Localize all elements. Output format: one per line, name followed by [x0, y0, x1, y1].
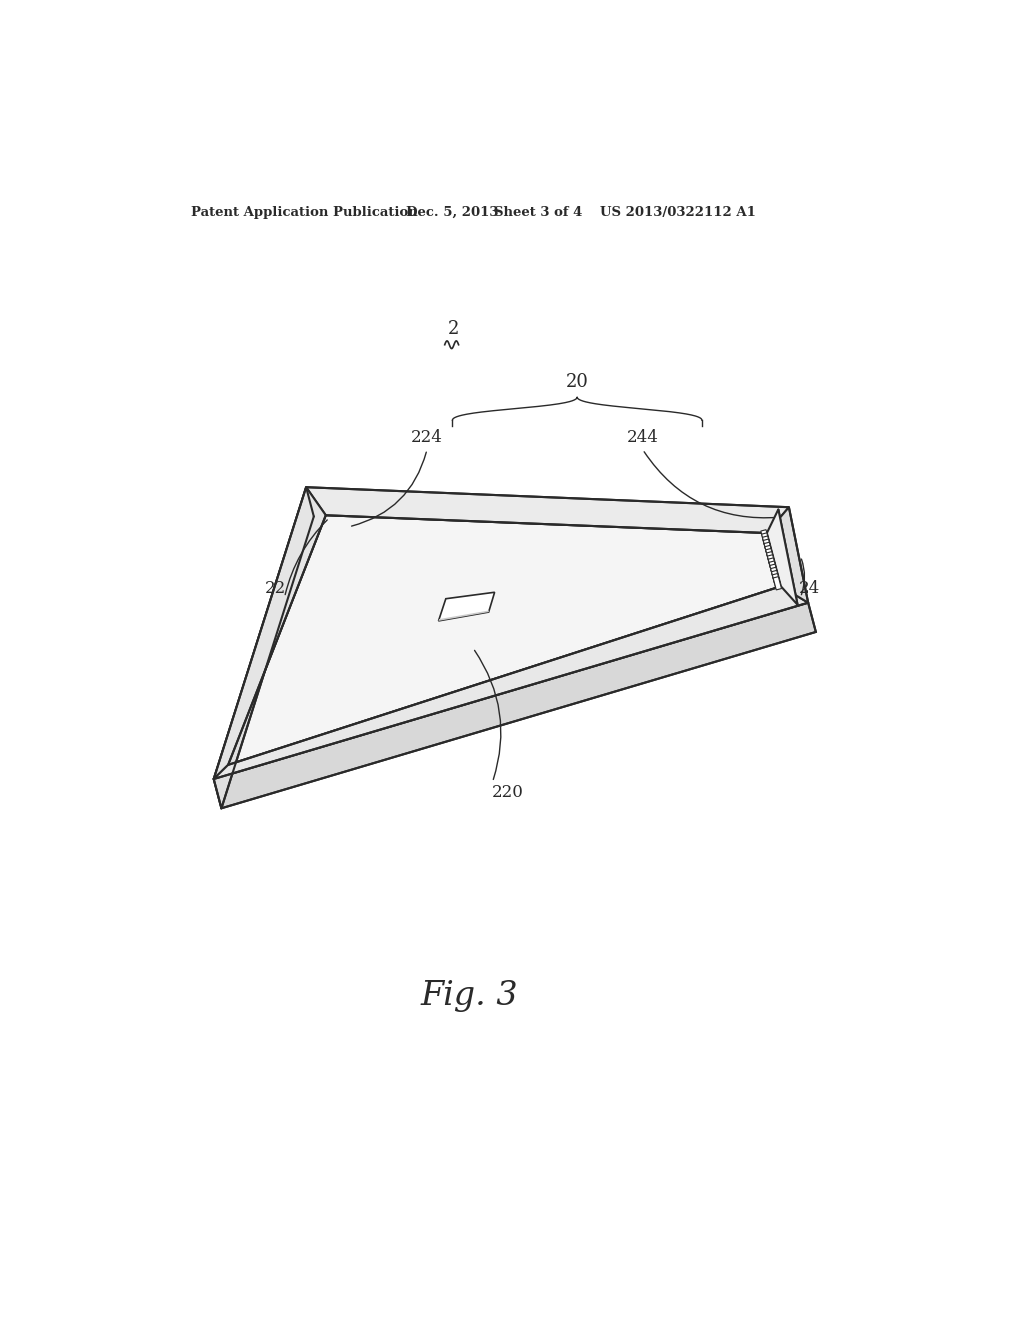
Polygon shape: [765, 545, 773, 558]
Polygon shape: [764, 543, 772, 556]
Polygon shape: [228, 515, 781, 764]
Polygon shape: [767, 507, 808, 603]
Polygon shape: [306, 487, 788, 533]
Text: 244: 244: [627, 429, 658, 446]
Text: Dec. 5, 2013: Dec. 5, 2013: [407, 206, 499, 219]
Text: Sheet 3 of 4: Sheet 3 of 4: [494, 206, 583, 219]
Polygon shape: [762, 533, 770, 546]
Polygon shape: [214, 603, 816, 808]
Polygon shape: [770, 564, 778, 577]
Text: 22: 22: [264, 579, 286, 597]
Polygon shape: [767, 554, 776, 568]
Text: US 2013/0322112 A1: US 2013/0322112 A1: [600, 206, 756, 219]
Polygon shape: [771, 568, 779, 581]
Polygon shape: [768, 558, 776, 572]
Polygon shape: [214, 487, 313, 808]
Polygon shape: [763, 536, 771, 549]
Polygon shape: [438, 593, 495, 620]
Text: Patent Application Publication: Patent Application Publication: [190, 206, 418, 219]
Text: 2: 2: [449, 321, 460, 338]
Polygon shape: [438, 610, 489, 620]
Polygon shape: [214, 487, 326, 779]
Polygon shape: [767, 510, 798, 605]
Text: 220: 220: [492, 784, 524, 801]
Polygon shape: [771, 570, 780, 583]
Text: 224: 224: [411, 429, 443, 446]
Polygon shape: [214, 586, 808, 779]
Polygon shape: [769, 561, 777, 574]
Polygon shape: [773, 577, 781, 590]
Polygon shape: [761, 529, 769, 543]
Polygon shape: [772, 573, 780, 587]
Polygon shape: [763, 539, 772, 552]
Polygon shape: [766, 549, 774, 562]
Text: 24: 24: [799, 579, 820, 597]
Text: 20: 20: [565, 372, 589, 391]
Text: Fig. 3: Fig. 3: [421, 981, 518, 1012]
Polygon shape: [767, 552, 775, 565]
